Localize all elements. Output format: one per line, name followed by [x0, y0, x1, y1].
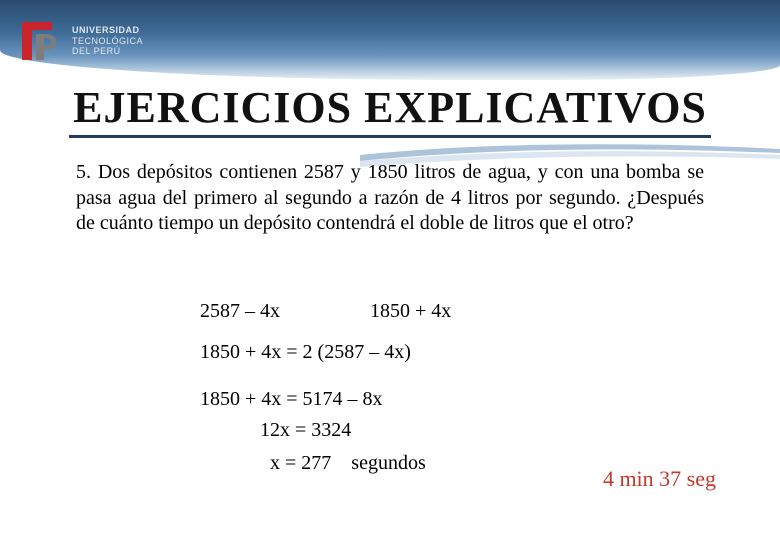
solution-x: x = 277 — [200, 452, 331, 475]
expression-left: 2587 – 4x — [200, 300, 280, 323]
final-answer: 4 min 37 seg — [603, 466, 716, 492]
step1-line: 1850 + 4x = 5174 – 8x — [200, 388, 720, 411]
expressions-row: 2587 – 4x 1850 + 4x — [200, 300, 720, 323]
expression-right: 1850 + 4x — [370, 300, 451, 323]
problem-statement: 5. Dos depósitos contienen 2587 y 1850 l… — [76, 160, 704, 237]
logo-line1: UNIVERSIDAD — [72, 25, 143, 36]
title-container: EJERCICIOS EXPLICATIVOS — [0, 82, 780, 138]
logo-line3: DEL PERÚ — [72, 46, 143, 57]
equation-line: 1850 + 4x = 2 (2587 – 4x) — [200, 341, 720, 364]
spacer — [200, 372, 720, 380]
worked-solution: 2587 – 4x 1850 + 4x 1850 + 4x = 2 (2587 … — [200, 300, 720, 475]
logo-line2: TECNOLÓGICA — [72, 36, 143, 47]
university-logo: UNIVERSIDAD TECNOLÓGICA DEL PERÚ — [18, 18, 143, 64]
solution-unit: segundos — [351, 452, 425, 475]
logo-text: UNIVERSIDAD TECNOLÓGICA DEL PERÚ — [72, 25, 143, 57]
logo-mark-icon — [18, 18, 64, 64]
page-title: EJERCICIOS EXPLICATIVOS — [69, 82, 711, 138]
step2-line: 12x = 3324 — [200, 419, 720, 442]
